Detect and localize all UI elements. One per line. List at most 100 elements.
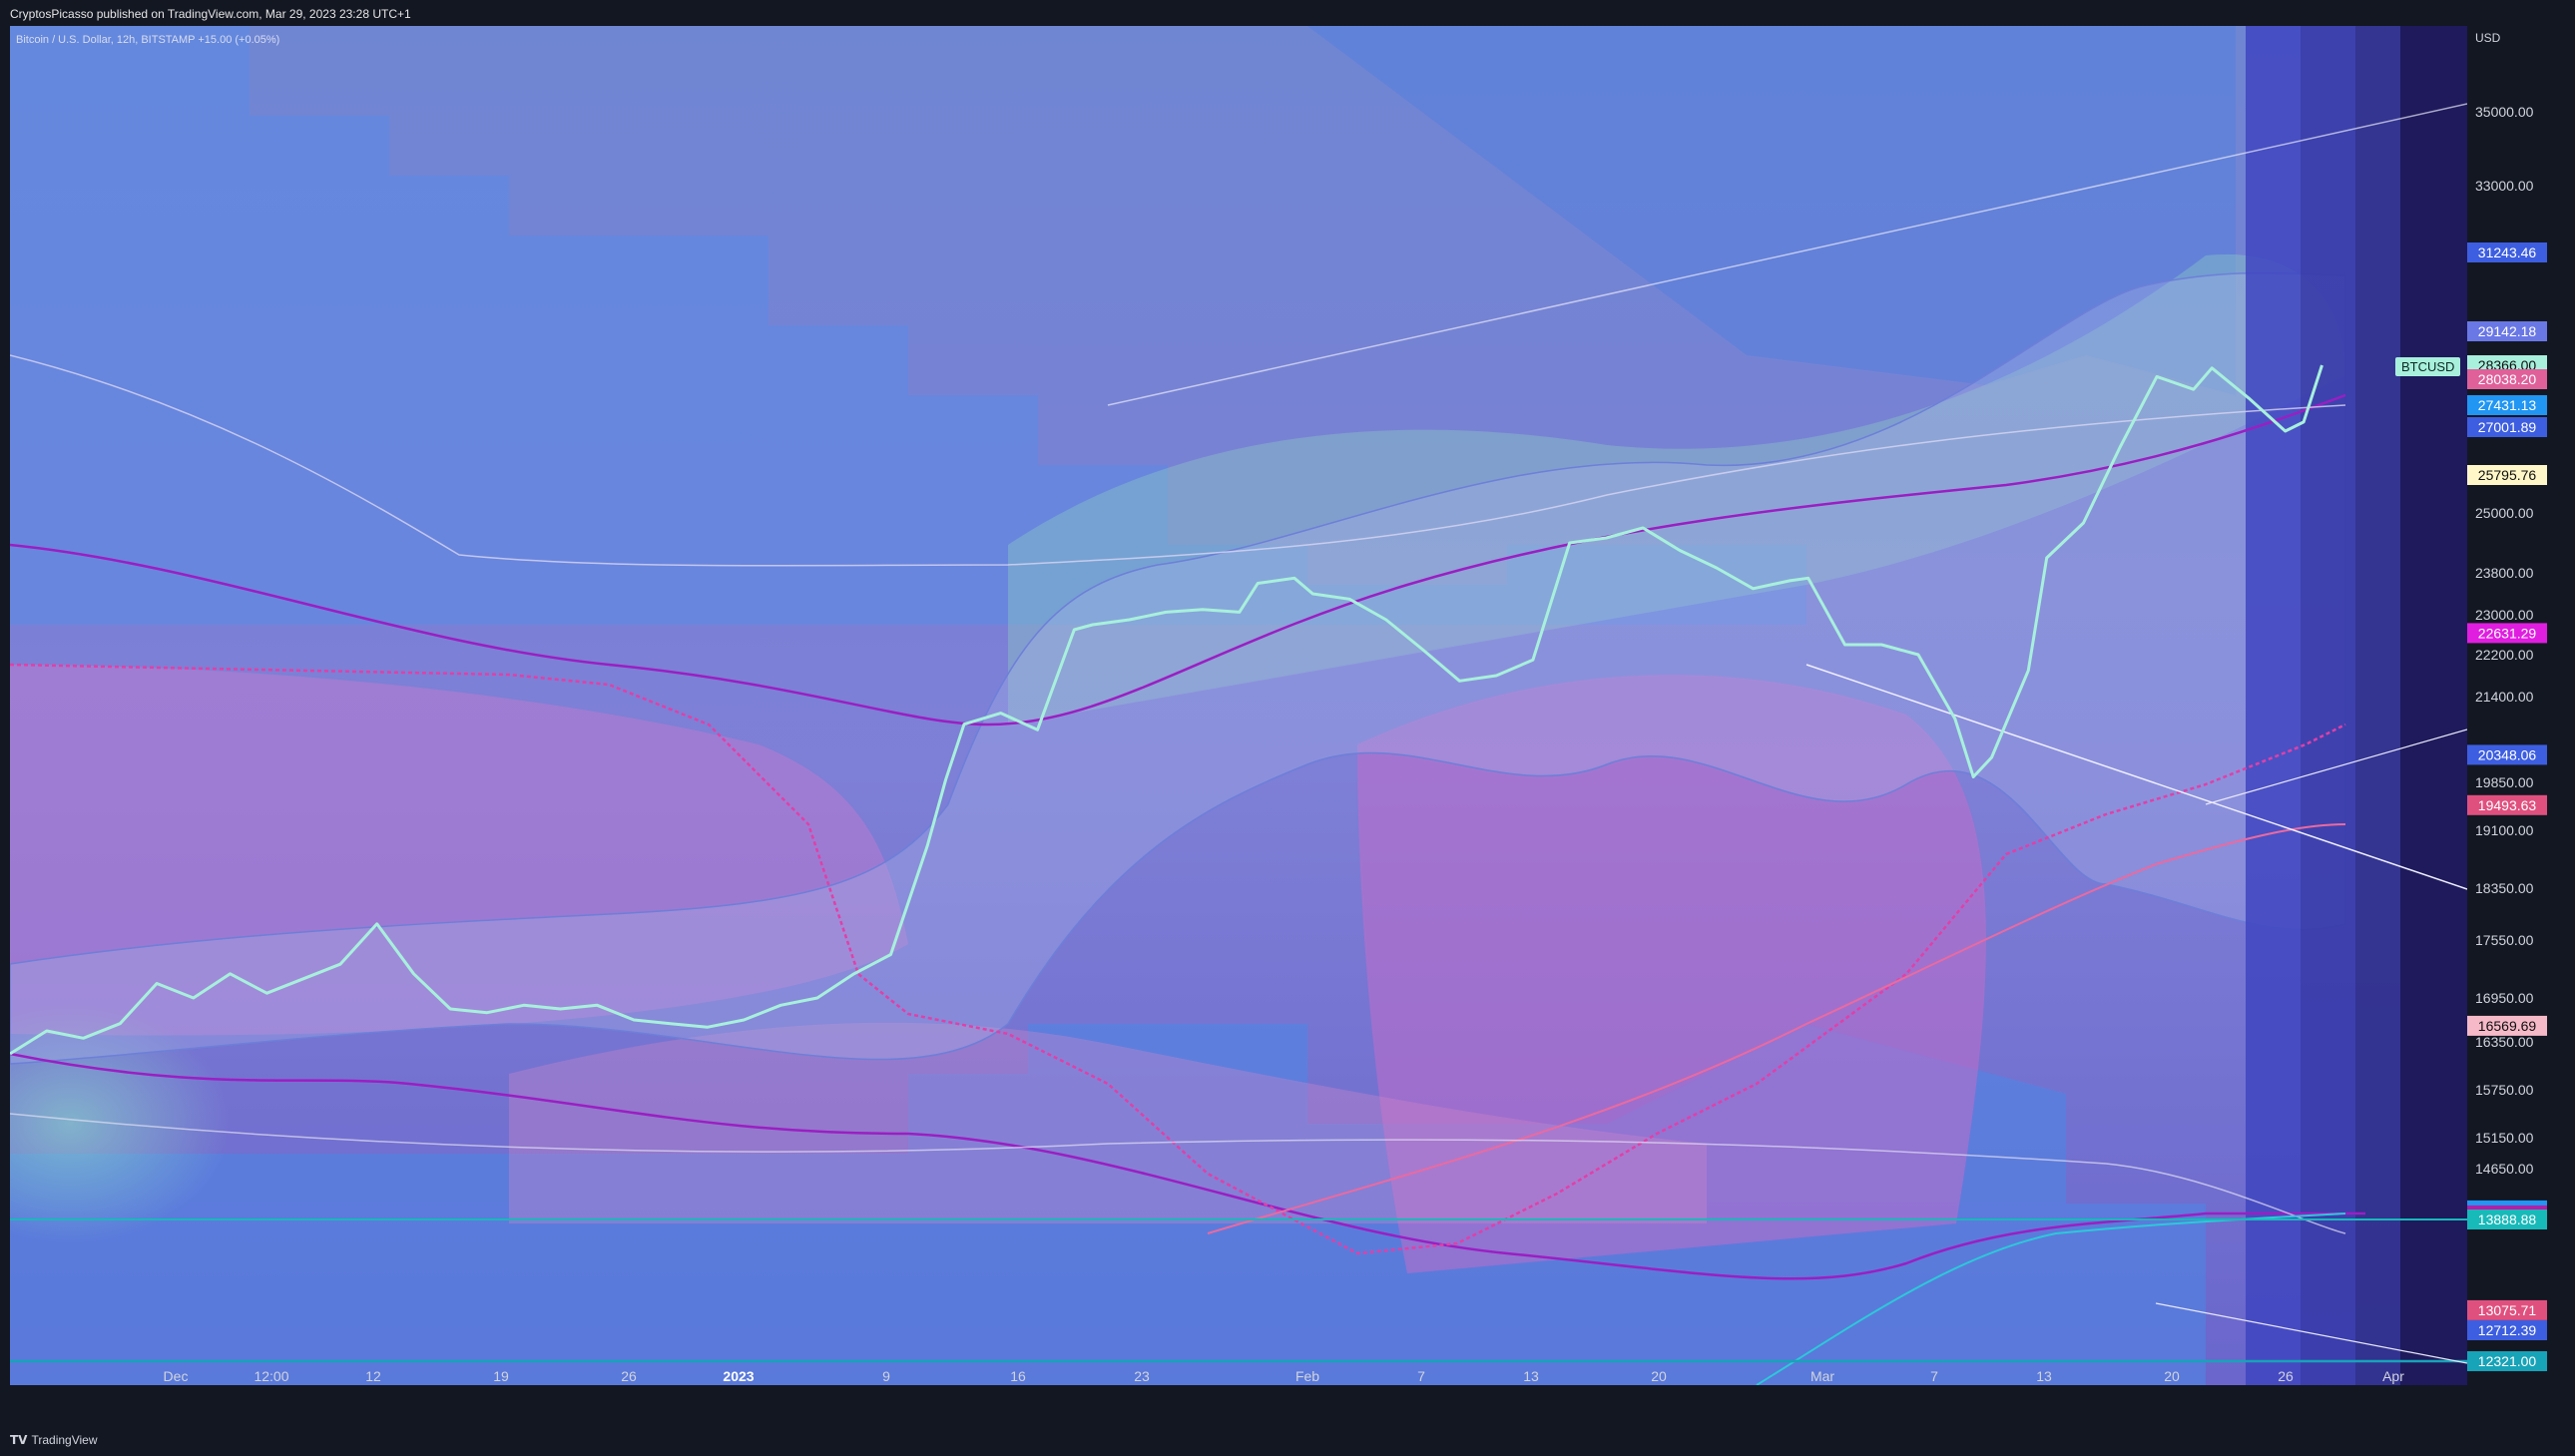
price-tick-label: 14650.00 — [2475, 1161, 2534, 1177]
symbol-info: Bitcoin / U.S. Dollar, 12h, BITSTAMP +15… — [16, 34, 280, 46]
price-label-box — [2467, 623, 2547, 644]
tradingview-logo[interactable]: 𝗧𝗩 TradingView — [10, 1433, 98, 1447]
forecast-column-4 — [2400, 26, 2467, 1385]
time-tick-label: 13 — [1523, 1368, 1539, 1384]
price-label-text: 19493.63 — [2478, 797, 2537, 813]
time-tick-label: 20 — [2164, 1368, 2180, 1384]
tradingview-logo-icon: 𝗧𝗩 — [10, 1433, 28, 1447]
last-price-tag: BTCUSD — [2395, 357, 2461, 376]
tradingview-logo-text: TradingView — [31, 1433, 98, 1447]
trend-line-lower-3 — [2155, 1302, 2467, 1364]
price-label: 16569.69 — [2467, 1015, 2547, 1036]
price-label-box — [2467, 1210, 2547, 1229]
time-tick-label: 7 — [1930, 1368, 1938, 1384]
publish-header: CryptosPicasso published on TradingView.… — [0, 0, 2575, 26]
time-tick-label: 12:00 — [254, 1368, 288, 1384]
price-tick-label: 19850.00 — [2475, 774, 2534, 790]
time-tick-label: 26 — [621, 1368, 637, 1384]
last-price-tag-text: BTCUSD — [2401, 359, 2455, 374]
price-label-box — [2467, 1015, 2547, 1036]
price-label-box — [2467, 369, 2547, 389]
price-label: 31243.46 — [2467, 243, 2547, 262]
time-tick-label: 12 — [365, 1368, 381, 1384]
price-label-text: 27431.13 — [2478, 397, 2537, 413]
price-label-text: 20348.06 — [2478, 746, 2537, 762]
price-label-text: 28038.20 — [2478, 371, 2537, 387]
price-label: 29142.18 — [2467, 321, 2547, 341]
upper-step-band — [10, 26, 1806, 625]
price-label-box — [2467, 395, 2547, 415]
price-tick-label: 18350.00 — [2475, 880, 2534, 896]
currency-label: USD — [2475, 31, 2501, 45]
price-label: 28038.20 — [2467, 369, 2547, 389]
forecast-column-1 — [2246, 26, 2301, 1385]
ma-line-purple-lower — [10, 1052, 2365, 1280]
price-label: 22631.29 — [2467, 623, 2547, 644]
magenta-cloud-mid — [1357, 675, 1986, 1273]
publish-info: CryptosPicasso published on TradingView.… — [10, 7, 411, 21]
price-tick-label: 19100.00 — [2475, 822, 2534, 838]
time-axis: Dec 12:00 12 19 26 2023 9 16 23 Feb 7 13 20 Mar 7 13 20 2… — [164, 1368, 2405, 1384]
forecast-column-3 — [2355, 26, 2400, 1385]
price-label-box — [2467, 243, 2547, 262]
ma-line-light — [10, 354, 2346, 567]
forecast-column-2 — [2301, 26, 2355, 1385]
price-label: 25795.76 — [2467, 465, 2547, 485]
time-tick-label: Dec — [164, 1368, 189, 1384]
price-tick-label: 25000.00 — [2475, 505, 2534, 521]
price-label: 27001.89 — [2467, 417, 2547, 437]
price-chart[interactable]: Dec 12:00 12 19 26 2023 9 16 23 Feb 7 13 20 Mar 7 13 20 2… — [10, 26, 2467, 1385]
price-labels: 31243.4629142.1828366.0028038.2027431.13… — [2467, 243, 2547, 1371]
time-tick-label: 26 — [2278, 1368, 2294, 1384]
ma-line-pink-rising — [1207, 823, 2346, 1234]
upper-step-band-2 — [10, 26, 2236, 395]
ma-line-pink-stepped — [10, 663, 2346, 1255]
price-label-box — [2467, 321, 2547, 341]
time-tick-label: 16 — [1010, 1368, 1026, 1384]
price-label-box — [2467, 417, 2547, 437]
price-label-box — [2467, 794, 2547, 815]
time-tick-label: Feb — [1295, 1368, 1319, 1384]
magenta-cloud-left — [10, 665, 908, 1036]
price-tick-label: 33000.00 — [2475, 178, 2534, 194]
trend-line-lower-2 — [2205, 728, 2467, 805]
pink-cloud-lower — [509, 1022, 1707, 1223]
price-label-box — [2467, 1320, 2547, 1340]
price-axis[interactable]: USD 35000.00 33000.00 25000.00 23800.00 2300… — [2467, 26, 2575, 1385]
price-label: 13888.88 — [2467, 1210, 2547, 1229]
price-tick-label: 23800.00 — [2475, 565, 2534, 581]
price-tick-label: 16350.00 — [2475, 1034, 2534, 1050]
trend-line-upper — [1107, 103, 2467, 406]
price-label-text: 12321.00 — [2478, 1353, 2537, 1369]
price-label: 27431.13 — [2467, 395, 2547, 415]
price-tick-label: 15150.00 — [2475, 1130, 2534, 1146]
price-label-text: 13888.88 — [2478, 1212, 2537, 1227]
price-label-box — [2467, 744, 2547, 765]
price-label: 12712.39 — [2467, 1320, 2547, 1340]
price-tick-label: 17550.00 — [2475, 932, 2534, 948]
time-tick-label: 13 — [2036, 1368, 2052, 1384]
time-tick-label: 7 — [1417, 1368, 1425, 1384]
trend-line-lower-1 — [1805, 664, 2467, 890]
price-label-text: 31243.46 — [2478, 244, 2537, 260]
footer: 𝗧𝗩 TradingView — [0, 1425, 2575, 1456]
price-tick-label: 16950.00 — [2475, 990, 2534, 1006]
price-tick-label: 21400.00 — [2475, 689, 2534, 705]
price-tick-label: 23000.00 — [2475, 607, 2534, 623]
price-label-text: 29142.18 — [2478, 323, 2537, 339]
price-label-box — [2467, 465, 2547, 485]
ma-line-purple-upper — [10, 393, 2346, 727]
price-label-text: 13075.71 — [2478, 1302, 2537, 1318]
time-tick-label: Mar — [1810, 1368, 1834, 1384]
time-tick-label: 20 — [1651, 1368, 1667, 1384]
price-label: 19493.63 — [2467, 794, 2547, 815]
btcusd-price-line — [10, 364, 2323, 1056]
price-ticks: 35000.00 33000.00 25000.00 23800.00 23000.00… — [2475, 104, 2534, 1177]
time-tick-label: 23 — [1134, 1368, 1150, 1384]
time-tick-label: 19 — [493, 1368, 509, 1384]
price-tick-label: 22200.00 — [2475, 647, 2534, 663]
price-label-text: 22631.29 — [2478, 625, 2537, 641]
ma-line-white-lower — [10, 1113, 2346, 1234]
price-label: 20348.06 — [2467, 744, 2547, 765]
time-tick-label: Apr — [2382, 1368, 2404, 1384]
